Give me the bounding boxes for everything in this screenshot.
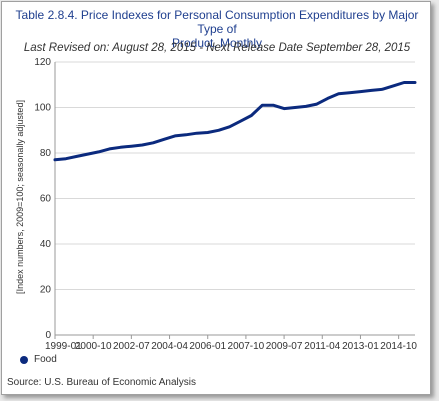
y-tick-label-60: 60 — [40, 194, 52, 205]
y-tick-labels: 0 20 40 60 80 100 120 — [34, 57, 51, 341]
chart-title-line-1: Table 2.8.4. Price Indexes for Personal … — [15, 8, 419, 36]
y-tick-label-80: 80 — [40, 148, 52, 159]
grid-lines — [55, 61, 415, 290]
y-axis-label: [Index numbers, 2009=100; seasonally adj… — [15, 100, 25, 294]
y-tick-label-0: 0 — [45, 330, 51, 341]
chart-subtitle: Last Revised on: August 28, 2015 - Next … — [23, 42, 411, 54]
y-tick-label-120: 120 — [34, 57, 51, 68]
chart-title-line-2: Product, Monthly — [171, 36, 263, 50]
chart-title: Table 2.8.4. Price Indexes for Personal … — [2, 8, 432, 50]
legend-label-food: Food — [34, 354, 57, 365]
x-tick-label-2009-07: 2009-07 — [266, 341, 303, 352]
x-tick-label-2002-07: 2002-07 — [113, 341, 150, 352]
x-tick-label-2006-01: 2006-01 — [189, 341, 226, 352]
y-tick-label-100: 100 — [34, 103, 51, 114]
legend-marker-food — [20, 355, 28, 364]
legend: Food — [20, 354, 57, 365]
x-tick-label-1999-01: 1999-01 — [45, 341, 82, 352]
axes — [54, 62, 415, 339]
series-line-food — [53, 81, 417, 162]
source-note: Source: U.S. Bureau of Economic Analysis — [7, 377, 196, 388]
y-tick-label-40: 40 — [40, 239, 52, 250]
x-tick-label-2004-04: 2004-04 — [151, 341, 188, 352]
x-tick-label-2007-10: 2007-10 — [228, 341, 265, 352]
x-tick-label-2014-10: 2014-10 — [380, 341, 417, 352]
x-tick-label-2011-04: 2011-04 — [304, 341, 340, 352]
chart-panel: Table 2.8.4. Price Indexes for Personal … — [1, 1, 431, 395]
y-tick-label-20: 20 — [40, 285, 52, 296]
x-tick-label-2000-10: 2000-10 — [75, 341, 112, 352]
x-tick-label-2013-01: 2013-01 — [342, 341, 379, 352]
data-series — [53, 81, 417, 162]
